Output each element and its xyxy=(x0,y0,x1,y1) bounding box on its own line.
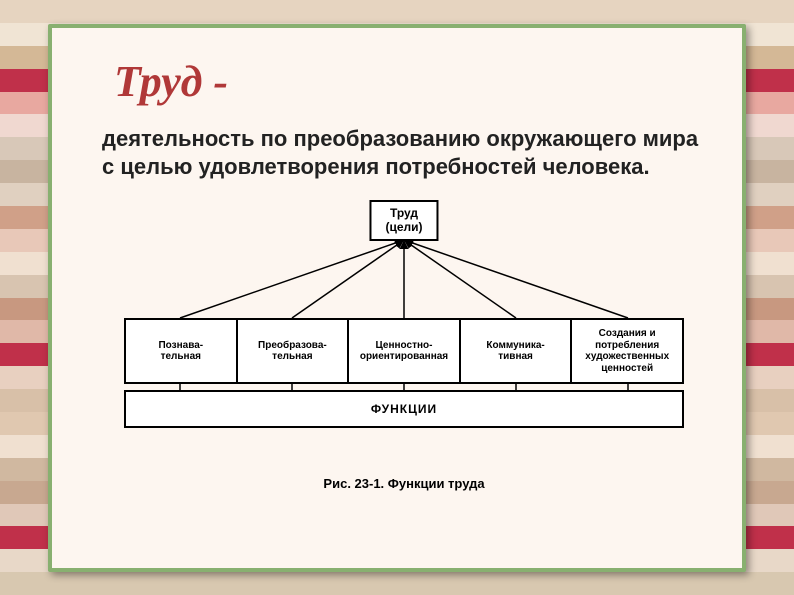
bg-stripe xyxy=(0,0,794,23)
bg-stripe xyxy=(0,572,794,595)
slide-frame: Труд - деятельность по преобразованию ок… xyxy=(48,24,746,572)
diagram-bottom-box: ФУНКЦИИ xyxy=(124,390,684,428)
diagram-container: Труд (цели) Познава-тельнаяПреобразова-т… xyxy=(124,200,684,470)
diagram-function-box: Познава-тельная xyxy=(126,320,238,382)
slide-title: Труд - xyxy=(114,56,710,107)
diagram-middle-row: Познава-тельнаяПреобразова-тельнаяЦеннос… xyxy=(124,318,684,384)
diagram-function-box: Ценностно-ориентированная xyxy=(349,320,461,382)
diagram-function-box: Коммуника-тивная xyxy=(461,320,573,382)
top-box-line2: (цели) xyxy=(385,220,422,234)
diagram-top-box: Труд (цели) xyxy=(369,200,438,241)
top-box-line1: Труд xyxy=(390,206,418,220)
slide-subtitle: деятельность по преобразованию окружающе… xyxy=(102,125,710,180)
diagram-function-box: Создания ипотребленияхудожественныхценно… xyxy=(572,320,682,382)
diagram-function-box: Преобразова-тельная xyxy=(238,320,350,382)
diagram-caption: Рис. 23-1. Функции труда xyxy=(124,476,684,491)
